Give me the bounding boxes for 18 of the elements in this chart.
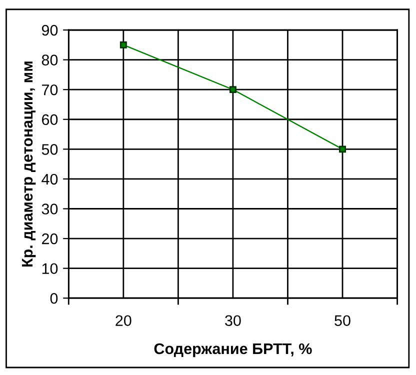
y-axis-title: Кр. диаметр детонации, мм xyxy=(22,62,36,267)
y-tick-label: 80 xyxy=(42,54,58,66)
x-tick-label: 30 xyxy=(225,315,241,326)
point xyxy=(339,146,346,153)
y-tick-label: 90 xyxy=(42,24,58,36)
x-tick-label: 20 xyxy=(116,315,132,326)
y-tick-label: 10 xyxy=(42,263,58,274)
y-tick-label: 30 xyxy=(42,204,58,214)
y-tick-label: 60 xyxy=(42,114,58,126)
point xyxy=(120,41,127,48)
y-tick-label: 70 xyxy=(42,84,58,96)
x-tick-label: 50 xyxy=(334,315,350,326)
y-tick-label: 40 xyxy=(42,174,58,185)
y-tick-label: 50 xyxy=(42,144,58,155)
y-tick-label: 0 xyxy=(50,292,58,304)
y-tick-label: 20 xyxy=(42,233,58,244)
x-axis-title: Содержание БРТТ, % xyxy=(154,343,312,358)
point xyxy=(229,86,236,94)
